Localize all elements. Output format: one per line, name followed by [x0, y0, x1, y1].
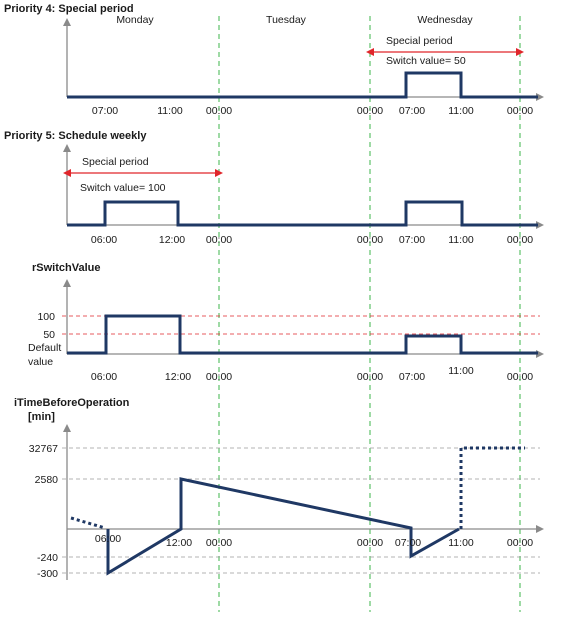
day-label-tuesday: Tuesday	[266, 14, 307, 26]
special-period-label-priority-5: Special period	[82, 156, 149, 168]
y-label-50: 50	[43, 329, 55, 341]
section-title-priority-4: Priority 4: Special period	[4, 3, 134, 15]
y-label-neg240: -240	[37, 552, 58, 564]
tick-label: 11:00	[157, 105, 183, 117]
tick-label: 06:00	[95, 533, 121, 545]
y-label-default: Default	[28, 342, 61, 354]
tick-label: 06:00	[91, 371, 117, 383]
section-priority-4: Priority 4: Special period Special perio…	[4, 3, 544, 117]
tick-label: 07:00	[92, 105, 118, 117]
tick-label: 00:00	[357, 537, 383, 549]
tick-label: 00:00	[357, 234, 383, 246]
y-label-100: 100	[37, 311, 55, 323]
tick-label: 00:00	[507, 234, 533, 246]
unit-label-min: [min]	[28, 411, 55, 423]
tick-label: 12:00	[165, 371, 191, 383]
tick-label: 00:00	[206, 234, 232, 246]
tick-label: 11:00	[448, 105, 474, 117]
signal-itb-dotted-end	[459, 446, 525, 529]
y-label-value: value	[28, 356, 53, 368]
tick-label: 00:00	[357, 371, 383, 383]
tick-label: 00:00	[507, 105, 533, 117]
special-period-label-priority-4: Special period	[386, 35, 453, 47]
midnight-markers	[218, 16, 521, 612]
section-title-priority-5: Priority 5: Schedule weekly	[4, 130, 147, 142]
signal-priority-5	[67, 200, 538, 227]
tick-label: 07:00	[395, 537, 421, 549]
tick-label: 12:00	[159, 234, 185, 246]
tick-label: 00:00	[206, 105, 232, 117]
tick-label: 11:00	[448, 365, 474, 377]
tick-label: 11:00	[448, 537, 474, 549]
switch-value-label-priority-4: Switch value= 50	[386, 55, 466, 67]
tick-label: 12:00	[166, 537, 192, 549]
tick-label: 07:00	[399, 234, 425, 246]
section-itimebeforeoperation: iTimeBeforeOperation [min] 32767 2580 -2…	[14, 397, 544, 580]
tick-label: 06:00	[91, 234, 117, 246]
tick-label: 00:00	[206, 371, 232, 383]
section-rswitchvalue: rSwitchValue 100 50 Default value 06:00 …	[28, 262, 544, 383]
tick-label: 00:00	[507, 537, 533, 549]
switch-value-label-priority-5: Switch value= 100	[80, 182, 166, 194]
section-title-itimebeforeoperation: iTimeBeforeOperation	[14, 397, 130, 409]
signal-priority-4	[67, 71, 538, 99]
tick-label: 00:00	[507, 371, 533, 383]
tick-label: 00:00	[357, 105, 383, 117]
y-label-neg300: -300	[37, 568, 58, 580]
section-title-rswitchvalue: rSwitchValue	[32, 262, 100, 274]
y-label-32767: 32767	[29, 443, 58, 455]
tick-label: 11:00	[448, 234, 474, 246]
tick-label: 07:00	[399, 105, 425, 117]
signal-rswitchvalue	[67, 314, 538, 355]
section-priority-5: Priority 5: Schedule weekly Special peri…	[4, 130, 544, 246]
signal-itb-dotted-start	[70, 516, 106, 530]
y-label-2580: 2580	[35, 474, 59, 486]
tick-label: 00:00	[206, 537, 232, 549]
day-label-wednesday: Wednesday	[417, 14, 473, 26]
day-label-monday: Monday	[116, 14, 154, 26]
signal-itimebeforeoperation	[106, 477, 460, 576]
tick-label: 07:00	[399, 371, 425, 383]
